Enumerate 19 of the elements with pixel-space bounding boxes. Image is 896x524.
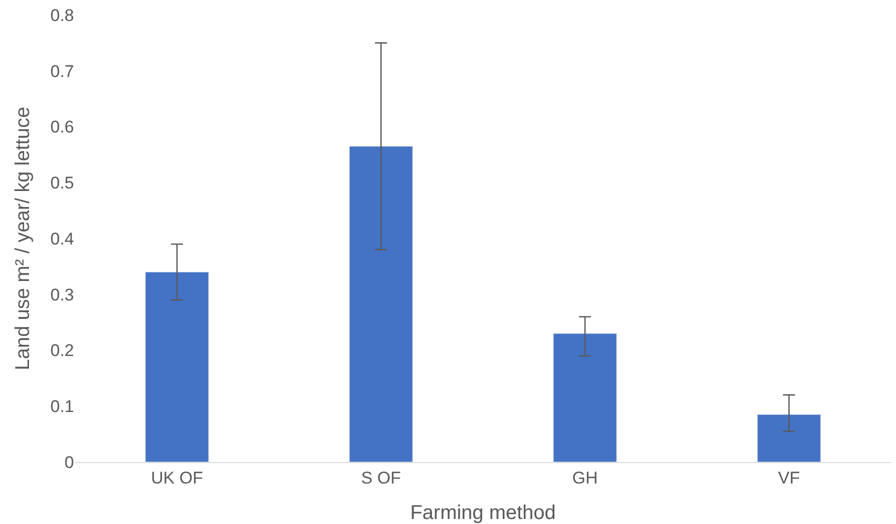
x-tick-label: VF xyxy=(778,468,800,488)
y-tick-label: 0.6 xyxy=(50,118,74,137)
bar xyxy=(757,414,821,462)
y-tick-label: 0.8 xyxy=(50,6,74,25)
y-axis-title: Land use m² / year/ kg lettuce xyxy=(12,106,34,370)
y-tick-label: 0.4 xyxy=(50,229,74,248)
y-tick-label: 0.3 xyxy=(50,285,74,304)
y-tick-label: 0.5 xyxy=(50,174,74,193)
x-tick-label: GH xyxy=(572,468,598,488)
x-axis-title: Farming method xyxy=(410,502,556,524)
y-tick-label: 0 xyxy=(64,452,74,472)
y-tick-label: 0.2 xyxy=(50,341,74,360)
bar xyxy=(553,333,617,462)
bar xyxy=(349,146,413,462)
bar xyxy=(145,272,209,462)
x-tick-label: UK OF xyxy=(151,468,203,488)
y-tick-label: 0.1 xyxy=(50,397,74,416)
x-tick-label: S OF xyxy=(361,468,401,488)
y-tick-label: 0.7 xyxy=(50,62,74,81)
